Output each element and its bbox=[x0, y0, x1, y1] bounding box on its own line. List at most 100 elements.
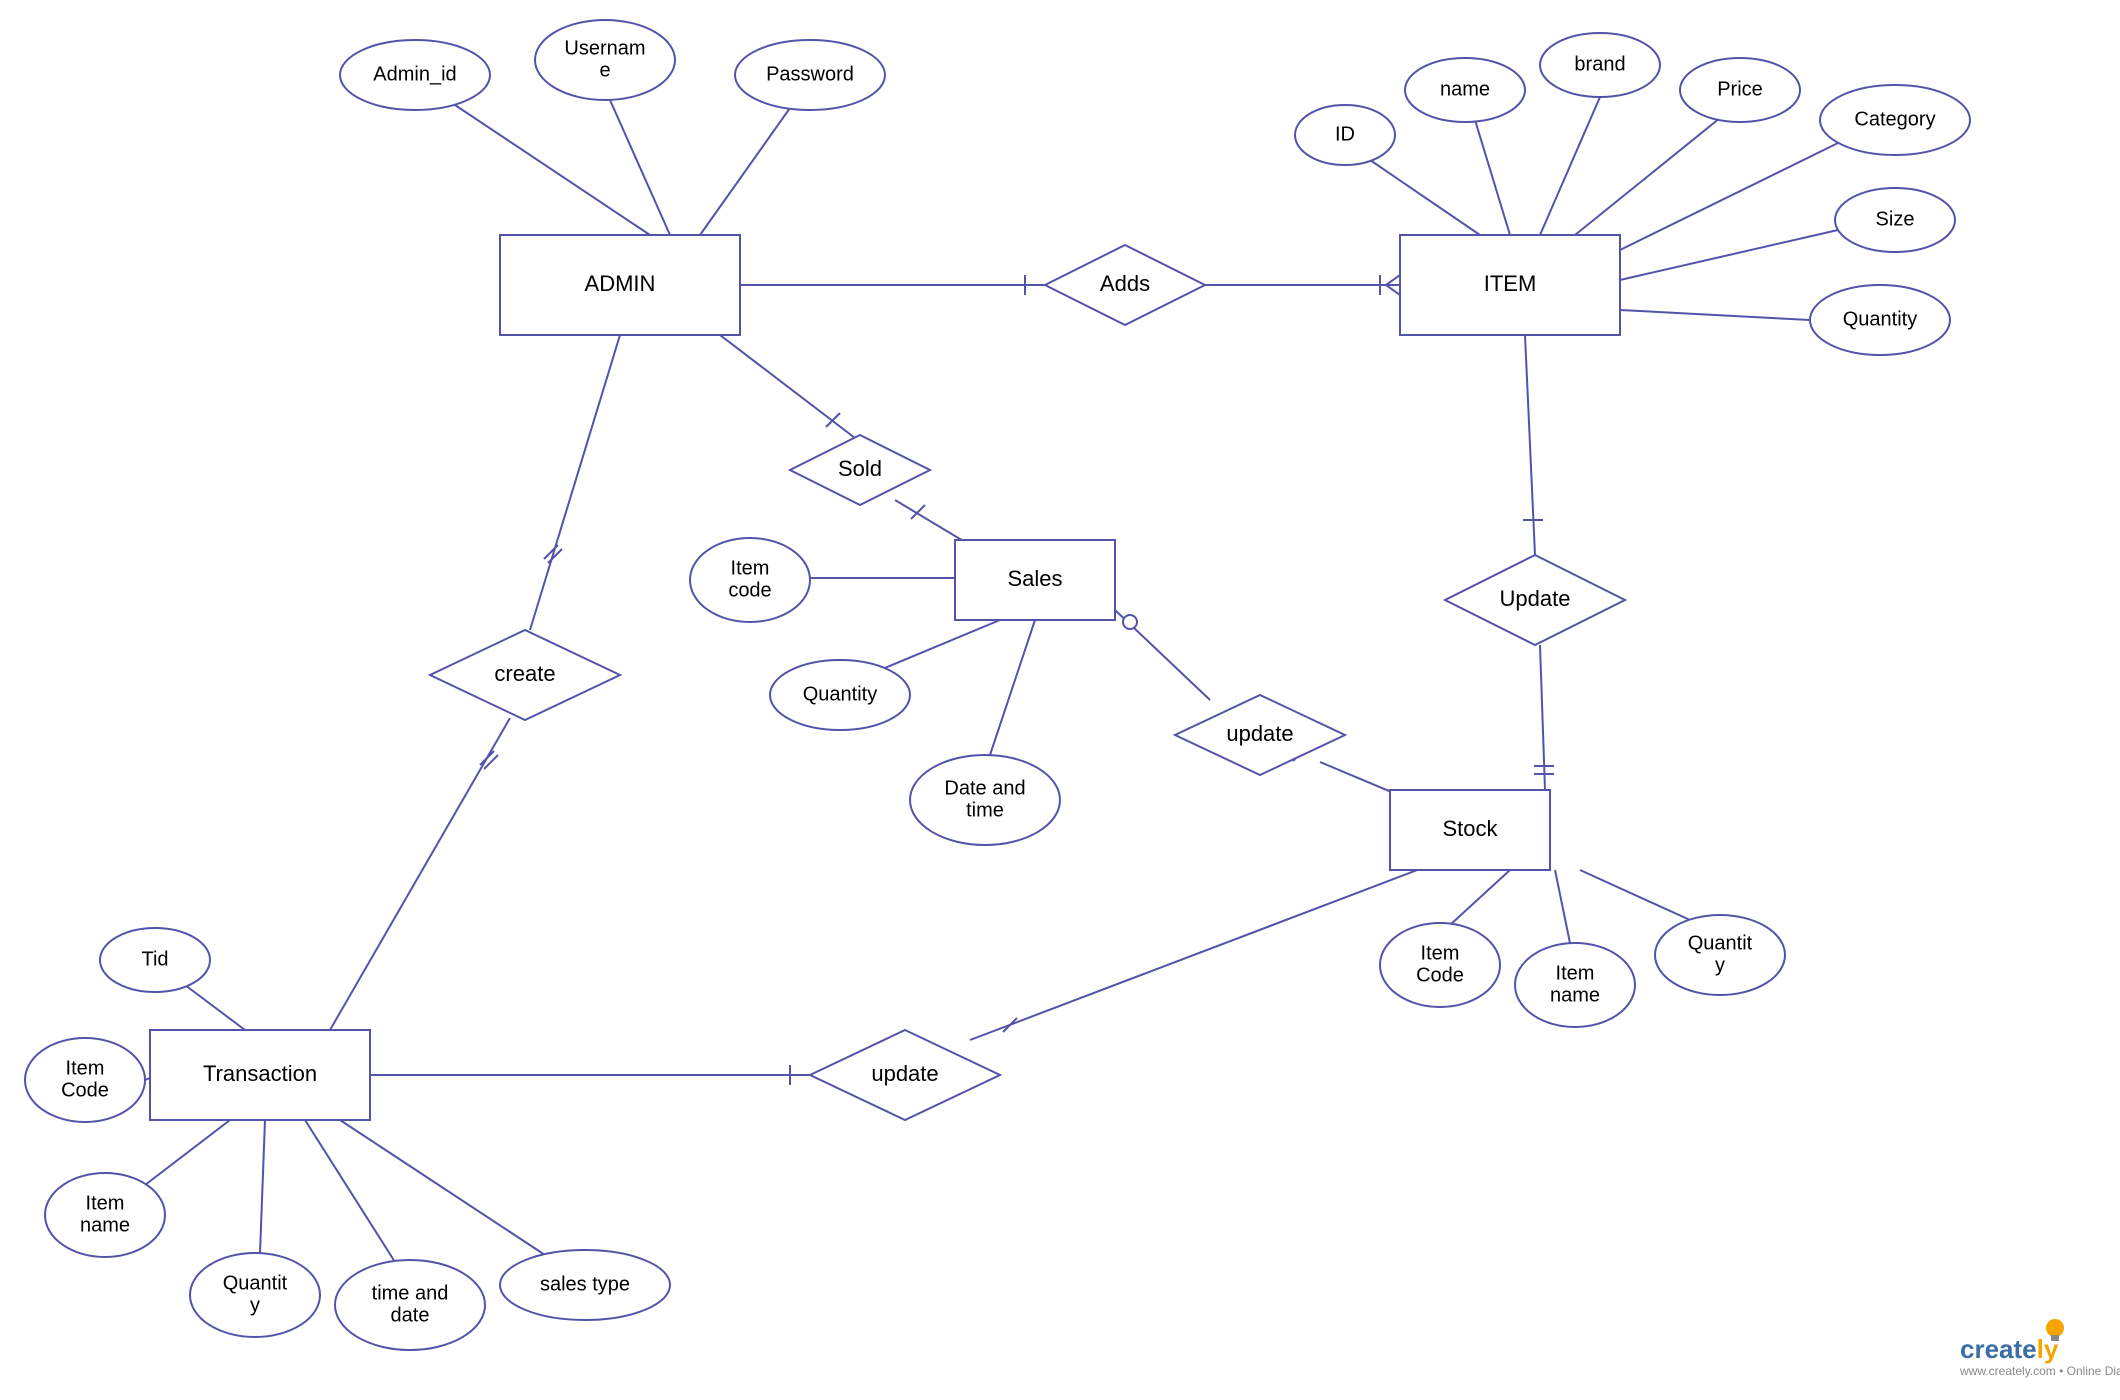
svg-text:ID: ID bbox=[1335, 123, 1355, 145]
svg-text:Quantit: Quantit bbox=[223, 1272, 288, 1294]
edge-item_code_k-stock bbox=[1450, 870, 1510, 925]
cardinality-mark bbox=[544, 545, 558, 559]
edge-item_name-item bbox=[1475, 120, 1510, 235]
entity-sales: Sales bbox=[955, 540, 1115, 620]
edge-salestype-transaction bbox=[340, 1120, 545, 1255]
edge-price-item bbox=[1575, 118, 1720, 235]
svg-text:e: e bbox=[599, 59, 610, 81]
cardinality-zero bbox=[1123, 615, 1137, 629]
relationship-adds: Adds bbox=[1045, 245, 1205, 325]
cardinality-one bbox=[1003, 1018, 1017, 1032]
svg-text:Code: Code bbox=[61, 1079, 109, 1101]
svg-text:Date and: Date and bbox=[944, 777, 1025, 799]
attribute-item_name: name bbox=[1405, 58, 1525, 122]
svg-text:create: create bbox=[494, 661, 555, 686]
svg-text:update: update bbox=[871, 1061, 938, 1086]
svg-text:Price: Price bbox=[1717, 78, 1763, 100]
brand-tagline: www.creately.com • Online Diagramming bbox=[1959, 1364, 2120, 1378]
attribute-category: Category bbox=[1820, 85, 1970, 155]
svg-text:Update: Update bbox=[1500, 586, 1571, 611]
attribute-timedate_t: time anddate bbox=[335, 1260, 485, 1350]
svg-text:Size: Size bbox=[1876, 208, 1915, 230]
edge-quantity_i-item bbox=[1620, 310, 1810, 320]
svg-text:Password: Password bbox=[766, 63, 854, 85]
svg-text:name: name bbox=[80, 1214, 130, 1236]
edge-item_name_k-stock bbox=[1555, 870, 1570, 943]
edge-timedate_t-transaction bbox=[305, 1120, 395, 1262]
svg-text:Transaction: Transaction bbox=[203, 1061, 317, 1086]
svg-text:Item: Item bbox=[66, 1057, 105, 1079]
edge-tid-transaction bbox=[185, 985, 245, 1030]
attribute-item_code_s: Itemcode bbox=[690, 538, 810, 622]
svg-text:Category: Category bbox=[1854, 108, 1935, 130]
edge-quantity_t-transaction bbox=[260, 1120, 265, 1253]
svg-text:Sales: Sales bbox=[1007, 566, 1062, 591]
svg-text:sales type: sales type bbox=[540, 1273, 630, 1295]
attribute-quantity_k: Quantity bbox=[1655, 915, 1785, 995]
entity-admin: ADMIN bbox=[500, 235, 740, 335]
relationship-update3: update bbox=[810, 1030, 1000, 1120]
attribute-brand: brand bbox=[1540, 33, 1660, 97]
edge-brand-item bbox=[1540, 97, 1600, 235]
attribute-price: Price bbox=[1680, 58, 1800, 122]
svg-text:code: code bbox=[728, 579, 771, 601]
attribute-item_name_t: Itemname bbox=[45, 1173, 165, 1257]
edge-datetime_s-sales bbox=[990, 620, 1035, 755]
edge-item-update1 bbox=[1525, 335, 1535, 555]
watermark: createlywww.creately.com • Online Diagra… bbox=[1959, 1319, 2120, 1378]
attribute-quantity_t: Quantity bbox=[190, 1253, 320, 1337]
attribute-item_code_t: ItemCode bbox=[25, 1038, 145, 1122]
relationship-sold: Sold bbox=[790, 435, 930, 505]
attribute-quantity_s: Quantity bbox=[770, 660, 910, 730]
svg-text:Code: Code bbox=[1416, 964, 1464, 986]
svg-text:brand: brand bbox=[1574, 53, 1625, 75]
attribute-tid: Tid bbox=[100, 928, 210, 992]
attribute-datetime_s: Date andtime bbox=[910, 755, 1060, 845]
edge-quantity_k-stock bbox=[1580, 870, 1690, 920]
svg-text:Item: Item bbox=[86, 1192, 125, 1214]
edge-admin-sold bbox=[720, 335, 855, 438]
svg-text:y: y bbox=[250, 1294, 260, 1316]
entity-transaction: Transaction bbox=[150, 1030, 370, 1120]
svg-text:Admin_id: Admin_id bbox=[373, 63, 456, 85]
svg-text:Adds: Adds bbox=[1100, 271, 1150, 296]
relationship-update2: update bbox=[1175, 695, 1345, 775]
edge-create-transaction bbox=[330, 718, 510, 1030]
attribute-password: Password bbox=[735, 40, 885, 110]
attribute-username: Username bbox=[535, 20, 675, 100]
cardinality-mark bbox=[480, 751, 494, 765]
svg-text:date: date bbox=[391, 1304, 430, 1326]
svg-text:Item: Item bbox=[1556, 962, 1595, 984]
edge-admin-create bbox=[530, 335, 620, 630]
edge-quantity_s-sales bbox=[880, 620, 1000, 670]
svg-text:ADMIN: ADMIN bbox=[585, 271, 656, 296]
attribute-item_name_k: Itemname bbox=[1515, 943, 1635, 1027]
svg-text:time: time bbox=[966, 799, 1004, 821]
svg-text:y: y bbox=[1715, 954, 1725, 976]
svg-text:name: name bbox=[1550, 984, 1600, 1006]
attribute-item_id: ID bbox=[1295, 105, 1395, 165]
edge-password-admin bbox=[700, 108, 790, 235]
edge-size-item bbox=[1620, 230, 1838, 280]
svg-text:Sold: Sold bbox=[838, 456, 882, 481]
svg-text:ITEM: ITEM bbox=[1484, 271, 1537, 296]
brand-text: creately bbox=[1960, 1334, 2059, 1364]
cardinality-mark bbox=[484, 755, 498, 769]
svg-text:Quantity: Quantity bbox=[803, 683, 877, 705]
svg-text:Usernam: Usernam bbox=[564, 37, 645, 59]
entity-stock: Stock bbox=[1390, 790, 1550, 870]
svg-text:Item: Item bbox=[731, 557, 770, 579]
er-diagram-canvas: Admin_id Username Password ID name brand Price… bbox=[0, 0, 2120, 1400]
svg-text:Quantit: Quantit bbox=[1688, 932, 1753, 954]
attribute-quantity_i: Quantity bbox=[1810, 285, 1950, 355]
svg-text:Tid: Tid bbox=[141, 948, 168, 970]
attribute-salestype: sales type bbox=[500, 1250, 670, 1320]
edge-update1-stock bbox=[1540, 645, 1545, 790]
edge-sold-sales bbox=[895, 500, 970, 545]
attribute-item_code_k: ItemCode bbox=[1380, 923, 1500, 1007]
svg-text:Stock: Stock bbox=[1442, 816, 1498, 841]
entity-item: ITEM bbox=[1400, 235, 1620, 335]
edge-item_id-item bbox=[1370, 160, 1480, 235]
svg-text:time and: time and bbox=[372, 1282, 449, 1304]
svg-text:name: name bbox=[1440, 78, 1490, 100]
